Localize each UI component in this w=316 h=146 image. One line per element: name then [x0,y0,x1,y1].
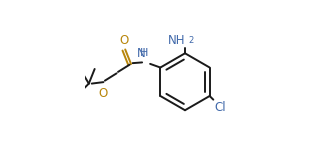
Text: H: H [140,48,149,58]
Text: NH: NH [167,34,185,47]
Text: O: O [98,86,107,100]
Text: N: N [137,47,145,60]
Text: Cl: Cl [214,101,226,114]
Text: 2: 2 [189,35,194,45]
Text: O: O [119,34,129,47]
